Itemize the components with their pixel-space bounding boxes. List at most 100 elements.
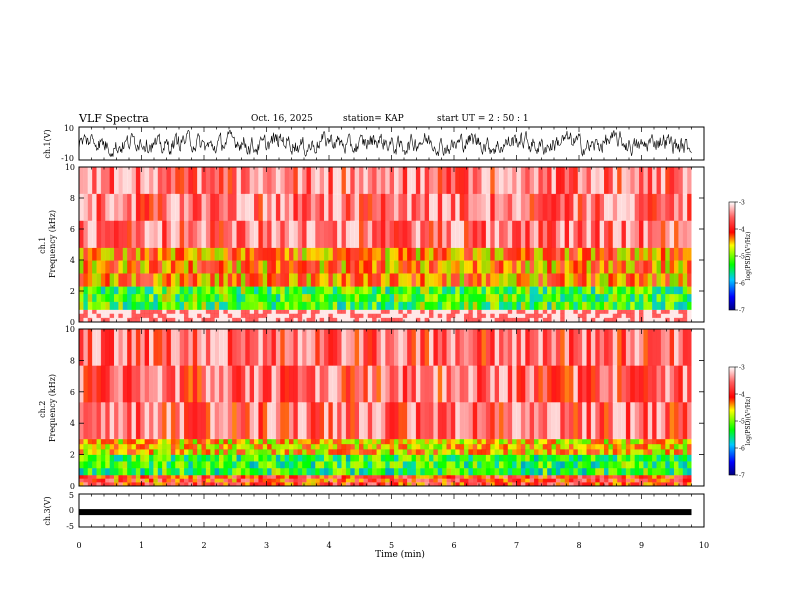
spectrogram-cell bbox=[660, 329, 666, 366]
spectrogram-cell bbox=[477, 329, 482, 366]
spectrogram-cell bbox=[639, 329, 644, 366]
spectrogram-cell bbox=[324, 220, 329, 248]
spectrogram-cell bbox=[380, 454, 386, 462]
spectrogram-cell bbox=[345, 286, 351, 295]
spectrogram-cell bbox=[175, 260, 180, 274]
spectrogram-cell bbox=[647, 449, 653, 455]
spectrogram-cell bbox=[302, 193, 307, 222]
spectrogram-cell bbox=[153, 309, 159, 315]
spectrogram-cell bbox=[437, 247, 443, 261]
spectrogram-cell bbox=[630, 286, 635, 295]
spectrogram-cell bbox=[122, 468, 128, 476]
spectrogram-cell bbox=[337, 475, 342, 479]
spectrogram-cell bbox=[472, 461, 478, 469]
spectrogram-cell bbox=[131, 454, 137, 462]
spectrogram-cell bbox=[612, 365, 618, 403]
spectrogram-cell bbox=[569, 167, 574, 195]
spectrogram-cell bbox=[455, 402, 460, 440]
spectrogram-cell bbox=[345, 468, 351, 476]
spectrogram-cell bbox=[385, 478, 390, 483]
spectrogram-cell bbox=[127, 317, 132, 323]
spectrogram-cell bbox=[162, 247, 167, 261]
spectrogram-cell bbox=[271, 329, 277, 366]
spectrogram-cell bbox=[429, 365, 434, 403]
spectrogram-cell bbox=[459, 478, 465, 483]
spectrogram-cell bbox=[306, 309, 312, 315]
spectrogram-cell bbox=[267, 475, 272, 479]
spectrogram-cell bbox=[227, 167, 233, 195]
spectrogram-cell bbox=[604, 260, 609, 274]
spectrogram-cell bbox=[687, 365, 692, 403]
spectrogram-cell bbox=[96, 461, 102, 469]
spectrogram-cell bbox=[398, 454, 404, 462]
spectrogram-cell bbox=[376, 193, 382, 222]
spectrogram-cell bbox=[455, 461, 460, 469]
spectrogram-cell bbox=[555, 482, 561, 487]
spectrogram-cell bbox=[149, 167, 154, 195]
spectrogram-cell bbox=[105, 444, 110, 450]
spectrogram-cell bbox=[153, 273, 159, 287]
spectrogram-cell bbox=[337, 461, 342, 469]
spectrogram-cell bbox=[682, 444, 688, 450]
spectrogram-cell bbox=[240, 301, 246, 310]
spectrogram-cell bbox=[179, 444, 185, 450]
spectrogram-cell bbox=[398, 468, 404, 476]
spectrogram-cell bbox=[687, 309, 692, 315]
spectrogram-cell bbox=[127, 454, 132, 462]
spectrogram-cell bbox=[538, 301, 544, 310]
spectrogram-cell bbox=[407, 444, 412, 450]
spectrogram-cell bbox=[634, 475, 640, 479]
spectrogram-cell bbox=[157, 329, 163, 366]
spectrogram-cell bbox=[258, 220, 264, 248]
spectrogram-cell bbox=[573, 220, 579, 248]
spectrogram-cell bbox=[647, 273, 653, 287]
spectrogram-cell bbox=[529, 167, 535, 195]
spectrogram-cell bbox=[354, 475, 360, 479]
spectrogram-cell bbox=[516, 461, 522, 469]
spectrogram-cell bbox=[105, 461, 110, 469]
spectrogram-cell bbox=[280, 309, 285, 315]
spectrogram-cell bbox=[105, 220, 110, 248]
spectrogram-cell bbox=[625, 273, 631, 287]
spectrogram-cell bbox=[647, 193, 653, 222]
spectrogram-cell bbox=[577, 317, 583, 323]
spectrogram-cell bbox=[96, 313, 102, 319]
spectrogram-cell bbox=[284, 247, 290, 261]
spectrogram-cell bbox=[411, 313, 417, 319]
spectrogram-cell bbox=[166, 329, 172, 366]
spectrogram-cell bbox=[201, 286, 207, 295]
spectrogram-cell bbox=[92, 482, 97, 487]
spectrogram-cell bbox=[157, 482, 163, 487]
spectrogram-cell bbox=[310, 461, 316, 469]
spectrogram-cell bbox=[319, 475, 325, 479]
spectrogram-cell bbox=[100, 444, 106, 450]
spectrogram-cell bbox=[542, 478, 548, 483]
spectrogram-cell bbox=[315, 468, 320, 476]
spectrogram-cell bbox=[555, 273, 561, 287]
spectrogram-cell bbox=[621, 309, 627, 315]
spectrogram-cell bbox=[669, 449, 675, 455]
spectrogram-cell bbox=[674, 260, 679, 274]
spectrogram-cell bbox=[442, 482, 447, 487]
spectrogram-cell bbox=[262, 482, 268, 487]
spectrogram-cell bbox=[630, 273, 635, 287]
spectrogram-cell bbox=[337, 220, 342, 248]
spectrogram-cell bbox=[682, 286, 688, 295]
spectrogram-cell bbox=[219, 309, 224, 315]
spectrogram-cell bbox=[157, 444, 163, 450]
spectrogram-cell bbox=[608, 402, 614, 440]
spectrogram-cell bbox=[223, 402, 229, 440]
spectrogram-cell bbox=[665, 313, 670, 319]
spectrogram-cell bbox=[420, 167, 425, 195]
spectrogram-cell bbox=[529, 438, 535, 445]
spectrogram-cell bbox=[280, 449, 285, 455]
spectrogram-cell bbox=[341, 482, 347, 487]
spectrogram-cell bbox=[184, 438, 189, 445]
spectrogram-cell bbox=[236, 454, 242, 462]
spectrogram-cell bbox=[599, 294, 605, 303]
spectrogram-cell bbox=[437, 260, 443, 274]
spectrogram-cell bbox=[188, 365, 194, 403]
spectrogram-cell bbox=[284, 438, 290, 445]
spectrogram-cell bbox=[394, 273, 399, 287]
spectrogram-cell bbox=[380, 301, 386, 310]
